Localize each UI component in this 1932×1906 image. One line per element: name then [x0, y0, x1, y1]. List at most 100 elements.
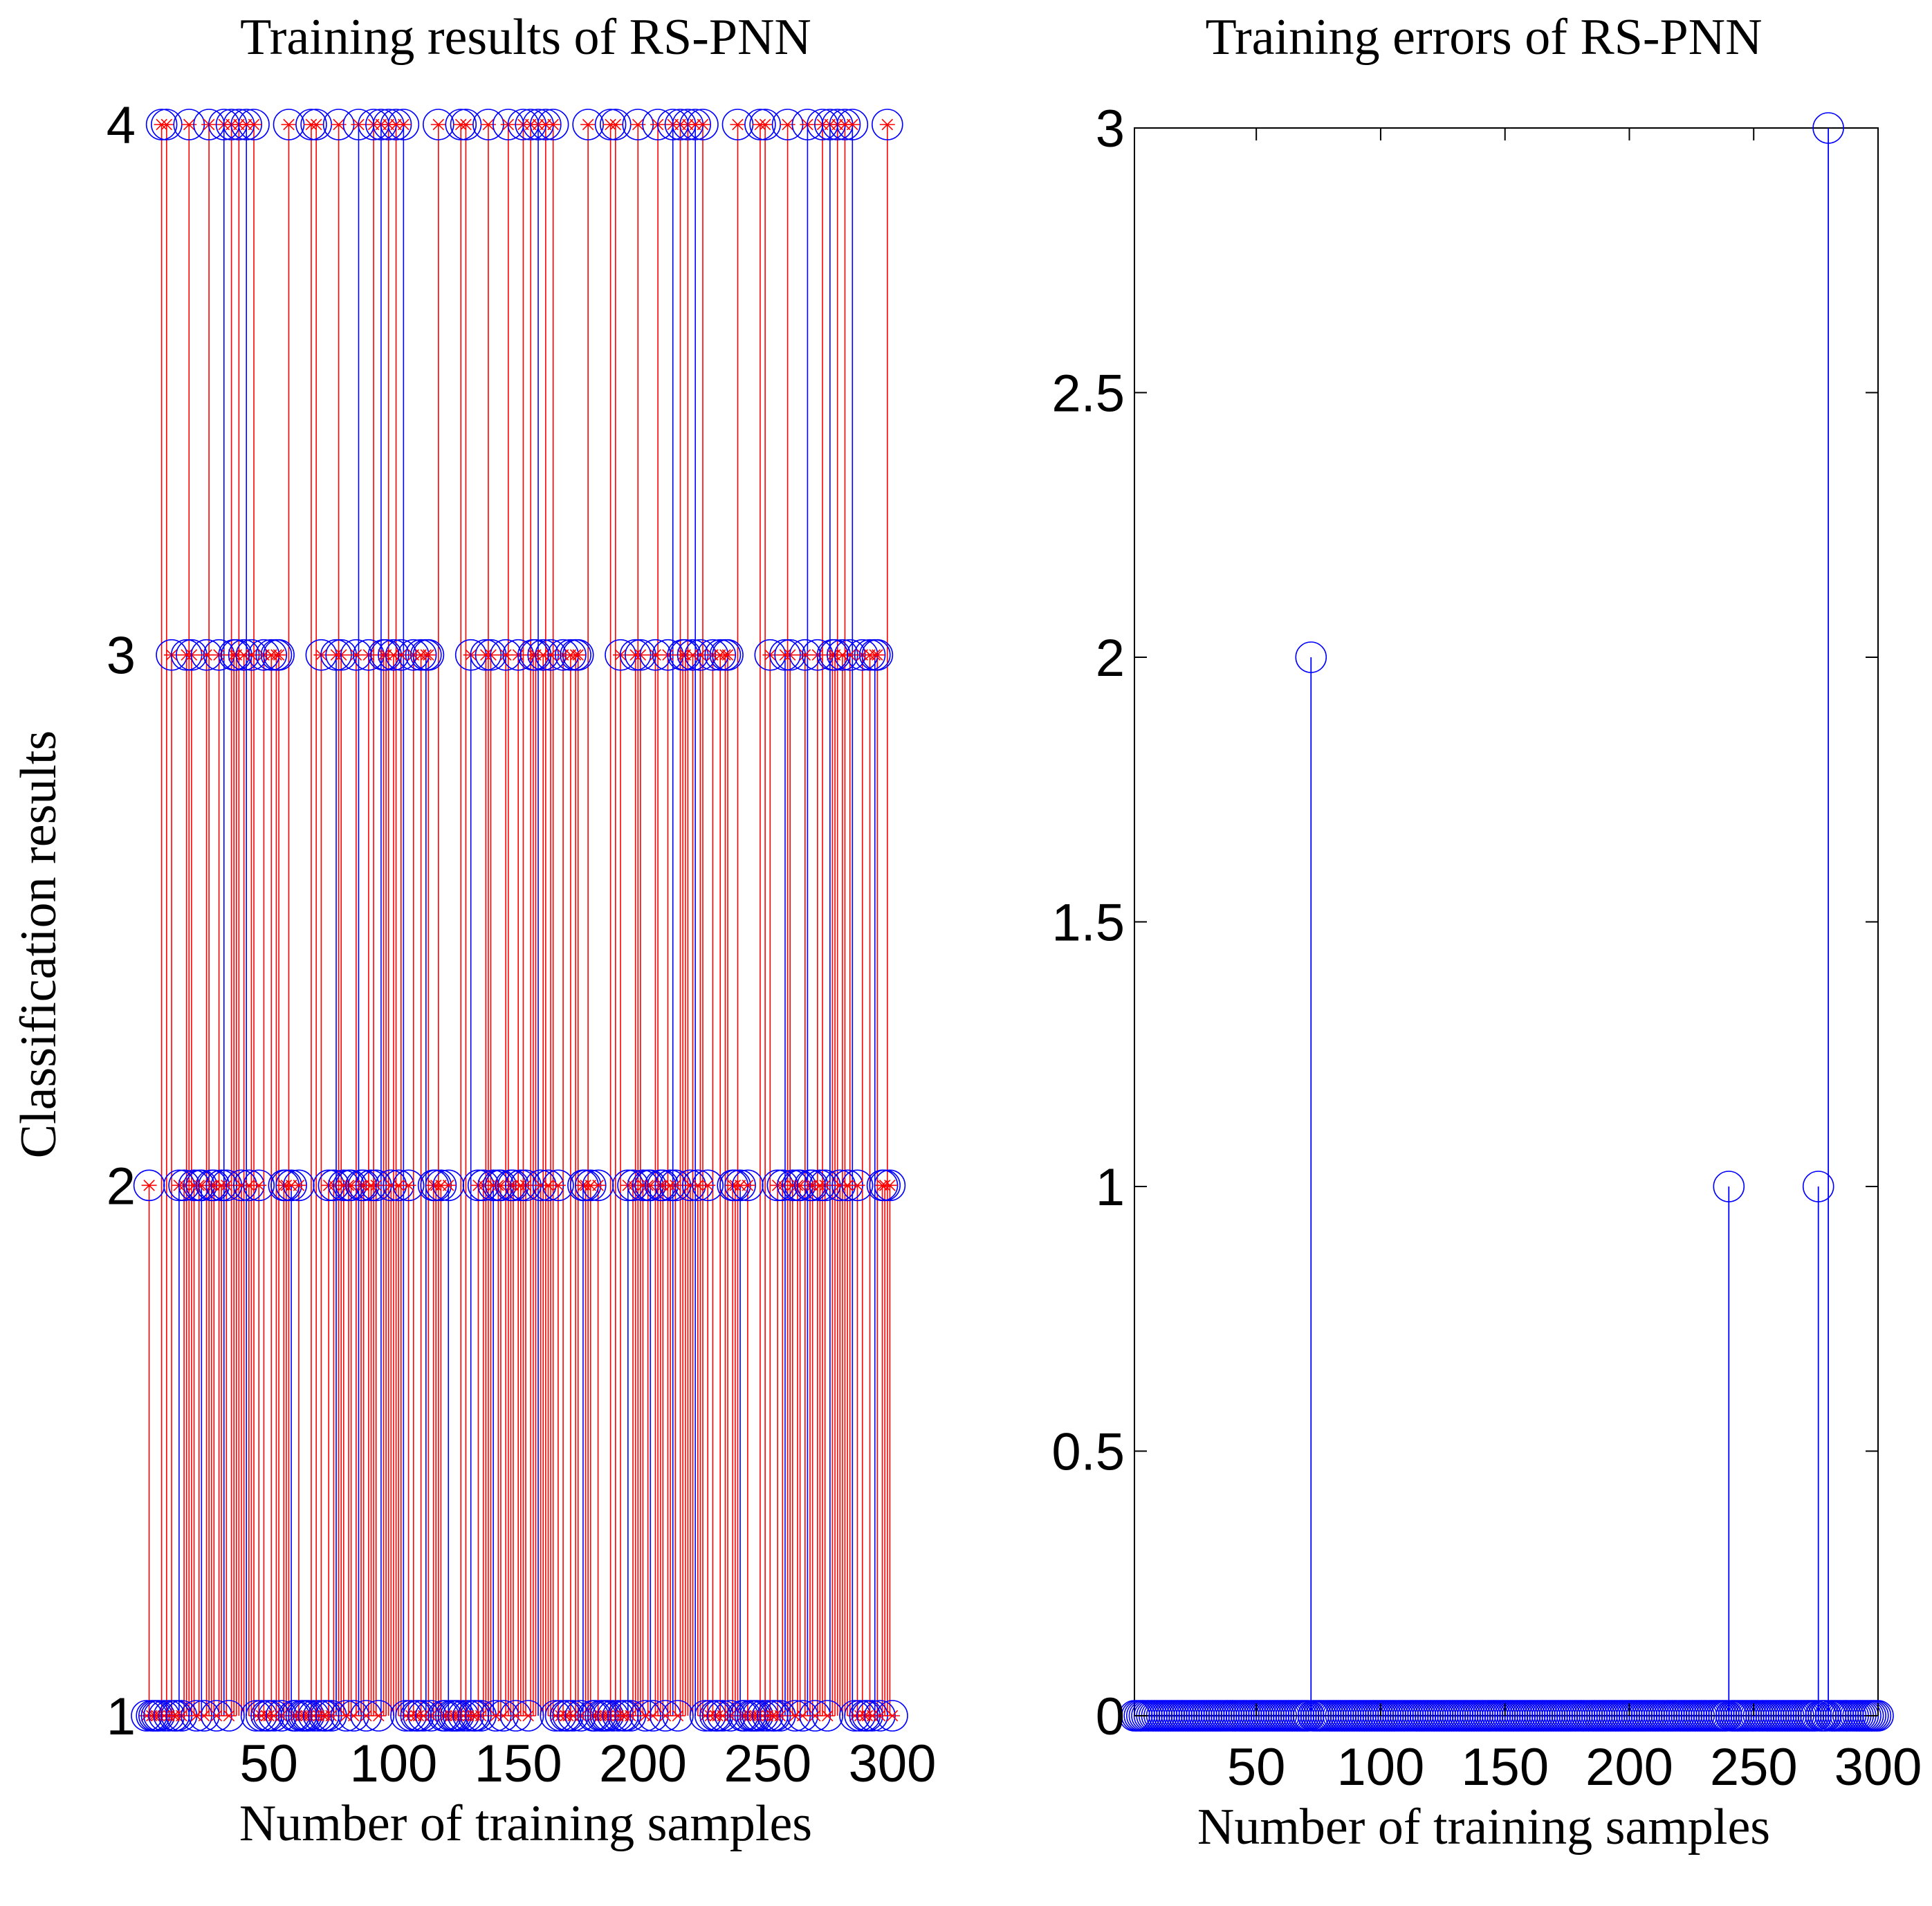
- left-y-axis-label: Classification results: [10, 731, 67, 1159]
- left-predicted-marker: [879, 118, 895, 131]
- left-predicted-marker: [401, 1180, 416, 1191]
- left-actual-marker: [687, 109, 719, 140]
- left-actual-marker: [275, 1169, 307, 1202]
- right-y-tick-label: 1: [1096, 1158, 1125, 1217]
- right-error-marker: [1862, 1700, 1894, 1732]
- left-x-tick-label: 300: [849, 1734, 937, 1793]
- left-x-tick-label: 150: [475, 1734, 562, 1793]
- left-actual-marker: [712, 639, 744, 671]
- left-actual-marker: [238, 109, 270, 140]
- right-stems-group: [1310, 128, 1829, 1716]
- left-actual-marker: [412, 639, 445, 671]
- left-predicted-marker: [590, 1180, 606, 1191]
- left-actual-marker: [574, 1169, 607, 1202]
- left-actual-marker: [530, 109, 562, 140]
- left-predicted-marker: [870, 649, 885, 661]
- left-predicted-marker: [291, 1180, 306, 1191]
- right-error-marker: [1713, 1171, 1745, 1202]
- left-predicted-marker: [396, 118, 412, 131]
- left-actual-marker: [861, 639, 894, 671]
- left-actual-marker: [854, 639, 886, 671]
- left-actual-marker: [362, 1700, 395, 1732]
- left-actual-marker: [295, 109, 327, 140]
- left-predicted-marker: [580, 118, 596, 131]
- left-predicted-marker: [141, 1180, 157, 1191]
- left-predicted-marker: [281, 118, 297, 131]
- left-predicted-marker: [885, 1710, 900, 1722]
- left-actual-marker: [542, 1169, 574, 1202]
- left-predicted-marker: [441, 1180, 457, 1191]
- right-error-marker: [1802, 1171, 1834, 1202]
- left-actual-marker: [512, 1700, 544, 1732]
- right-error-marker: [1800, 1700, 1832, 1732]
- right-y-tick-label: 0: [1096, 1687, 1125, 1746]
- left-y-tick-label: 1: [107, 1687, 136, 1746]
- left-actual-marker: [724, 1169, 756, 1202]
- left-y-tick-label: 3: [107, 627, 136, 686]
- left-actual-marker: [380, 109, 412, 140]
- left-predicted-marker: [550, 1180, 566, 1191]
- left-actual-marker: [255, 639, 288, 671]
- left-predicted-marker: [700, 1180, 716, 1191]
- right-x-tick-label: 250: [1710, 1738, 1798, 1797]
- left-predicted-marker: [251, 1180, 267, 1191]
- chart-training-results: Training results of RS-PNN 50 100 150 200 25…: [10, 9, 936, 1852]
- left-actual-marker: [555, 639, 587, 671]
- left-markers-group: [131, 109, 908, 1732]
- left-x-tick-label: 100: [350, 1734, 438, 1793]
- left-y-tick-label: 2: [107, 1157, 136, 1216]
- left-predicted-marker: [849, 1180, 865, 1191]
- right-error-marker: [1295, 641, 1327, 673]
- left-predicted-marker: [694, 118, 710, 131]
- left-actual-marker: [744, 109, 776, 140]
- right-x-tick-label: 300: [1834, 1738, 1922, 1797]
- left-actual-marker: [692, 1169, 724, 1202]
- left-predicted-marker: [820, 1710, 836, 1722]
- left-predicted-marker: [246, 118, 262, 131]
- left-actual-marker: [263, 639, 295, 671]
- right-markers-group: [1119, 112, 1894, 1732]
- right-y-tick-label: 1.5: [1051, 894, 1125, 953]
- left-chart-title: Training results of RS-PNN: [240, 9, 811, 66]
- left-predicted-marker: [882, 1180, 898, 1191]
- left-actual-marker: [213, 1700, 245, 1732]
- left-actual-marker: [829, 109, 861, 140]
- left-x-axis-label: Number of training samples: [239, 1795, 812, 1852]
- left-predicted-marker: [458, 118, 474, 131]
- right-y-tick-label: 2: [1096, 629, 1125, 688]
- left-actual-marker: [230, 109, 263, 140]
- left-predicted-marker: [271, 649, 287, 661]
- left-predicted-marker: [607, 118, 623, 131]
- left-actual-marker: [811, 1700, 844, 1732]
- left-predicted-marker: [371, 1710, 387, 1722]
- left-actual-marker: [405, 639, 437, 671]
- right-x-tick-label: 200: [1585, 1738, 1673, 1797]
- left-actual-marker: [243, 1169, 275, 1202]
- left-actual-marker: [704, 639, 737, 671]
- left-predicted-marker: [221, 1710, 237, 1722]
- left-actual-marker: [145, 109, 178, 140]
- left-actual-marker: [841, 1169, 874, 1202]
- right-x-axis-label: Number of training samples: [1197, 1799, 1770, 1855]
- left-x-tick-label: 50: [239, 1734, 298, 1793]
- left-predicted-marker: [158, 118, 174, 131]
- left-predicted-marker: [739, 1180, 755, 1191]
- left-y-tick-label: 4: [107, 96, 136, 155]
- left-predicted-marker: [730, 118, 746, 131]
- left-actual-marker: [594, 109, 627, 140]
- left-predicted-marker: [309, 118, 324, 131]
- left-predicted-marker: [757, 118, 773, 131]
- left-predicted-marker: [520, 1710, 536, 1722]
- left-actual-marker: [869, 1169, 901, 1202]
- right-plot-frame: [1134, 127, 1879, 1716]
- left-actual-marker: [392, 1169, 425, 1202]
- left-stems-group: [148, 125, 891, 1716]
- left-actual-marker: [836, 109, 869, 140]
- left-actual-marker: [387, 109, 420, 140]
- left-ticks-group: 50 100 150 200 250 300 1 2 3 4: [107, 96, 937, 1793]
- left-predicted-marker: [421, 649, 436, 661]
- left-actual-marker: [679, 109, 711, 140]
- right-ticks-group: 50 100 150 200 250 300 0 0.5 1 1.5 2 2.5 3: [1051, 100, 1922, 1797]
- chart-training-errors: Training errors of RS-PNN 50 100 150 200 250…: [1051, 9, 1922, 1855]
